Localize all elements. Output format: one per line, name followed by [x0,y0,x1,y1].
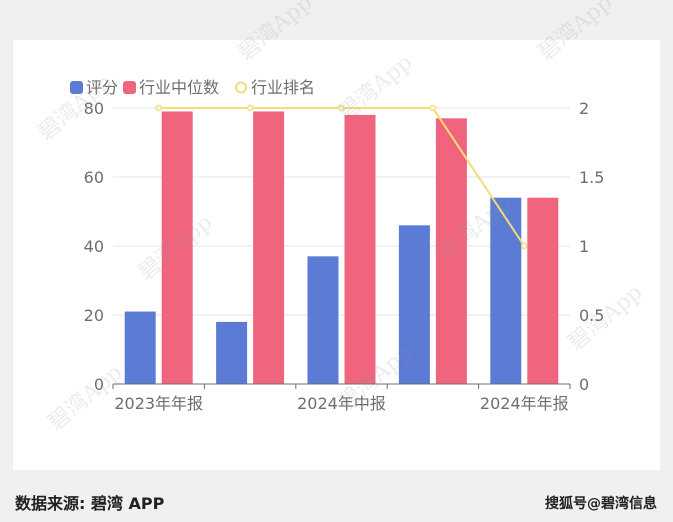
sohu-credit: 搜狐号@碧湾信息 [545,496,657,512]
data-source-note: 数据来源: 碧湾 APP [15,494,165,513]
bar-industry-median [253,111,285,384]
y-right-tick-label: 2 [579,99,589,118]
legend-swatch-score [70,81,83,94]
bar-industry-median [161,111,193,384]
y-left-tick-label: 60 [84,168,104,187]
legend-label-score: 评分 [86,78,118,97]
legend-label-industry-rank: 行业排名 [251,78,315,97]
y-right-tick-label: 0.5 [579,306,604,325]
rank-point [338,104,345,112]
legend: 评分 行业中位数 行业排名 [70,78,315,97]
chart-card: 0 20 40 60 80 0 0.5 1 1.5 2 2023年年报 2024年中报 2024年年报 … [13,40,660,470]
bar-score [490,197,522,384]
y-right-tick-label: 0 [579,375,589,394]
bar-score [307,256,339,384]
axes: 0 20 40 60 80 0 0.5 1 1.5 2 2023年年报 2024年中报 2024年年报 [84,99,605,413]
legend-label-industry-median: 行业中位数 [139,78,219,97]
legend-swatch-industry-rank [235,81,247,94]
rank-point [155,104,162,112]
bar-industry-median [344,114,376,385]
y-right-tick-label: 1 [579,237,589,256]
x-tick-label: 2024年中报 [297,394,386,413]
y-left-tick-label: 40 [84,237,104,256]
y-right-tick-label: 1.5 [579,168,604,187]
bar-industry-median [435,118,467,384]
y-left-tick-label: 20 [84,306,104,325]
legend-swatch-industry-median [123,81,136,94]
y-left-tick-label: 0 [94,375,104,394]
bars [124,111,559,385]
rank-point [429,104,437,112]
rank-line [155,104,528,250]
y-left-tick-label: 80 [84,99,104,118]
rank-point [521,242,528,250]
bar-score [124,311,156,384]
rank-point [246,104,254,112]
bar-score [216,321,248,384]
x-tick-label: 2023年年报 [114,394,203,413]
bar-industry-median [527,197,559,384]
bar-score [398,225,430,384]
x-tick-label: 2024年年报 [480,394,569,413]
